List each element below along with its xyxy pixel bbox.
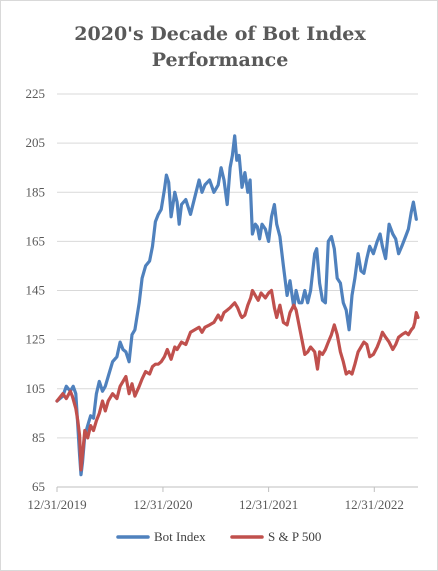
- y-tick-label: 125: [26, 332, 46, 347]
- y-tick-label: 165: [26, 233, 46, 248]
- y-tick-label: 185: [26, 184, 46, 199]
- x-tick-label: 12/31/2020: [133, 497, 192, 512]
- series-line-s-p-500: [55, 288, 420, 472]
- legend-label: S & P 500: [268, 529, 321, 544]
- y-tick-label: 145: [26, 283, 46, 298]
- y-tick-label: 225: [26, 86, 46, 101]
- series-line-bot-index: [55, 134, 418, 477]
- y-tick-label: 65: [32, 479, 45, 494]
- gridlines: [57, 93, 418, 439]
- y-tick-label: 85: [32, 430, 45, 445]
- series-lines: [55, 134, 420, 477]
- y-tick-label: 105: [26, 381, 46, 396]
- x-tick-label: 12/31/2019: [27, 497, 86, 512]
- x-axis: 12/31/2019 12/31/2020 12/31/2021 12/31/2022: [27, 486, 418, 512]
- legend: Bot Index S & P 500: [116, 529, 321, 544]
- chart-title-line-1: 2020's Decade of Bot Index: [74, 23, 366, 45]
- y-axis-ticks: 65 85 105 125 145 165 185 205 225: [26, 86, 46, 494]
- chart-title: 2020's Decade of Bot Index Performance: [1, 21, 438, 73]
- chart-title-line-2: Performance: [151, 49, 289, 71]
- legend-label: Bot Index: [154, 529, 206, 544]
- x-tick-label: 12/31/2022: [345, 497, 404, 512]
- x-tick-label: 12/31/2021: [239, 497, 298, 512]
- y-tick-label: 205: [26, 135, 46, 150]
